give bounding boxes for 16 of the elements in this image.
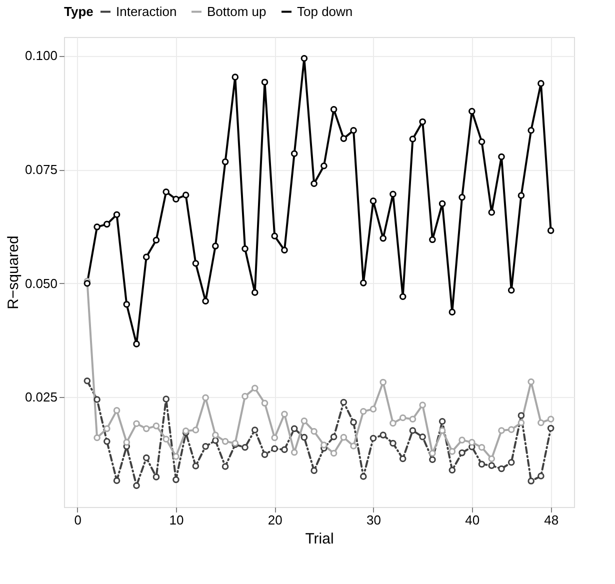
x-tick-label: 20 xyxy=(268,512,282,528)
x-tick-label: 40 xyxy=(465,512,480,528)
x-tick-label: 30 xyxy=(366,512,381,528)
y-tick-label: 0.025 xyxy=(24,390,58,405)
y-tick-label: 0.075 xyxy=(24,162,58,178)
y-tick-label: 0.050 xyxy=(24,276,58,291)
legend-label: Top down xyxy=(297,4,353,19)
y-tick-label: 0.100 xyxy=(24,48,58,64)
x-tick-label: 10 xyxy=(169,512,184,528)
legend-title: Type xyxy=(64,4,94,19)
x-axis-title: Trial xyxy=(305,530,334,548)
legend-label: Bottom up xyxy=(207,4,266,19)
legend-label: Interaction xyxy=(116,4,177,19)
x-tick-label: 48 xyxy=(544,512,559,528)
x-tick-label: 0 xyxy=(74,512,82,528)
y-axis-title: R−squared xyxy=(4,236,22,310)
